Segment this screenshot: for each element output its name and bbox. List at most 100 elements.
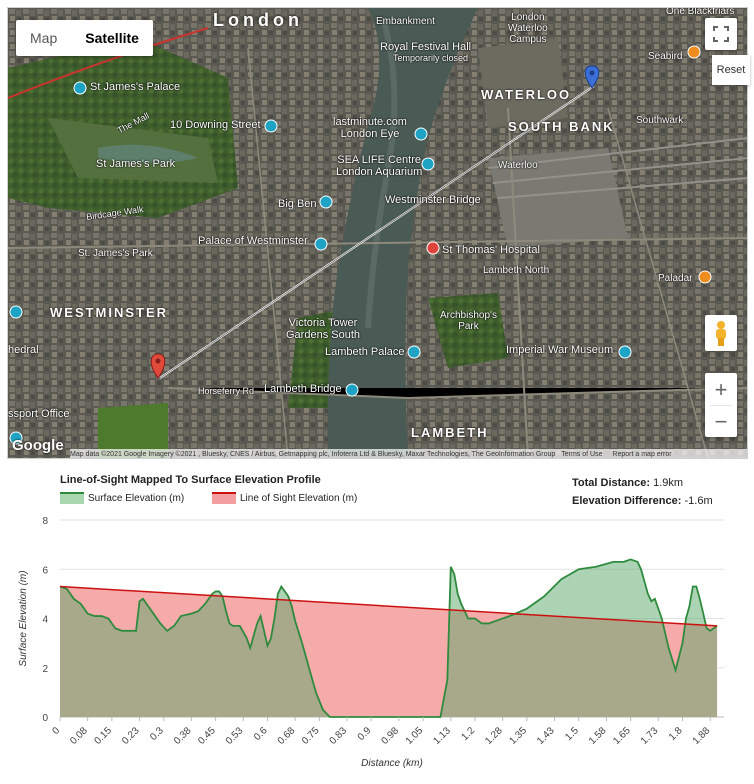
y-axis-title: Surface Elevation (m) [18, 570, 29, 666]
y-tick-label: 8 [42, 516, 48, 527]
label-temp-closed: Temporarily closed [393, 53, 469, 63]
fullscreen-icon [713, 26, 729, 42]
zoom-out-button[interactable]: − [714, 408, 728, 434]
x-tick-label: 1.65 [611, 725, 633, 747]
label-seabird: Seabird [648, 51, 683, 62]
x-tick-label: 0.68 [276, 725, 298, 747]
label-lambeth-area: LAMBETH [411, 425, 489, 440]
label-sea-life: SEA LIFE Centre London Aquarium [336, 154, 423, 178]
poi-museum-icon [9, 305, 23, 319]
legend-item-surface[interactable]: Surface Elevation (m) [60, 492, 184, 504]
label-waterloo-campus: London Waterloo Campus [508, 12, 548, 45]
satellite-imagery[interactable] [8, 8, 747, 458]
y-tick-label: 4 [42, 615, 48, 626]
label-london: London [213, 10, 303, 30]
label-downing-street: 10 Downing Street [170, 119, 261, 131]
label-horseferry-rd: Horseferry Rd [198, 386, 255, 396]
label-passport-office: ssport Office [8, 408, 70, 420]
terms-of-use-link[interactable]: Terms of Use [561, 451, 603, 458]
x-tick-label: 0.15 [92, 725, 114, 747]
label-waterloo-area: WATERLOO [481, 87, 572, 102]
legend-item-line-of-sight[interactable]: Line of Sight Elevation (m) [212, 492, 357, 504]
x-tick-label: 1.8 [667, 725, 685, 743]
label-st-james-palace: St James's Palace [90, 81, 181, 93]
report-map-error-link[interactable]: Report a map error [612, 451, 672, 458]
label-palace-westminster: Palace of Westminster [198, 235, 308, 247]
label-st-thomas: St Thomas' Hospital [442, 244, 540, 256]
poi-camera-icon [407, 345, 421, 359]
zoom-control: + − [705, 373, 737, 437]
x-tick-label: 1.5 [563, 725, 581, 743]
legend-label-line-of-sight: Line of Sight Elevation (m) [240, 492, 358, 504]
map-type-map-button[interactable]: Map [30, 30, 58, 46]
label-waterloo-station: Waterloo [498, 160, 538, 171]
label-south-bank: SOUTH BANK [508, 119, 615, 134]
poi-restaurant-icon [698, 270, 712, 284]
x-tick-label: 1.58 [587, 725, 609, 747]
elevation-chart: 0 2 4 6 8 0 0.08 0.15 0.23 0.3 0.38 0.45 0.53 0.6 0.68… [18, 516, 724, 769]
poi-museum-icon [345, 383, 359, 397]
y-tick-label: 6 [42, 565, 48, 576]
label-westminster-bridge: Westminster Bridge [385, 194, 481, 206]
label-london-eye: lastminute.com London Eye [333, 116, 407, 140]
start-marker-icon[interactable] [150, 353, 166, 379]
x-tick-label: 0.6 [252, 725, 270, 743]
label-st-james-park-station: St. James's Park [78, 248, 153, 259]
x-tick-label: 0.45 [196, 725, 218, 747]
fullscreen-button[interactable] [705, 18, 737, 50]
reset-button[interactable]: Reset [712, 55, 750, 85]
label-cathedral: hedral [8, 344, 39, 356]
poi-camera-icon [319, 195, 333, 209]
poi-museum-icon [618, 345, 632, 359]
label-southwark: Southwark [636, 115, 684, 126]
label-big-ben: Big Ben [278, 198, 317, 210]
surface-elevation-area [60, 559, 718, 717]
poi-restaurant-icon [687, 45, 701, 59]
x-tick-label: 0.75 [300, 725, 322, 747]
map-attribution: Map data ©2021 Google Imagery ©2021 , Bl… [70, 449, 747, 458]
x-tick-label: 0.9 [356, 725, 374, 743]
label-lambeth-palace: Lambeth Palace [325, 346, 405, 358]
x-tick-label: 0.83 [328, 725, 350, 747]
x-tick-label: 1.13 [431, 725, 453, 747]
chart-title: Line-of-Sight Mapped To Surface Elevatio… [60, 474, 321, 486]
x-tick-label: 0.08 [68, 725, 90, 747]
label-imperial-war-museum: Imperial War Museum [506, 344, 614, 356]
river-thames [327, 8, 478, 458]
label-st-james-park: St James's Park [96, 158, 176, 170]
zoom-in-button[interactable]: + [714, 376, 728, 402]
legend-swatch-surface [60, 492, 84, 504]
total-distance: Total Distance: 1.9km [572, 477, 684, 489]
x-tick-label: 0.38 [172, 725, 194, 747]
poi-camera-icon [73, 81, 87, 95]
map-view[interactable]: London Embankment London Waterloo Campus… [7, 7, 748, 459]
y-tick-label: 0 [42, 713, 48, 724]
poi-camera-icon [414, 127, 428, 141]
label-lambeth-bridge: Lambeth Bridge [264, 383, 342, 395]
label-victoria-tower: Victoria Tower Gardens South [286, 317, 360, 341]
x-tick-label: 1.05 [404, 725, 426, 747]
label-royal-festival-hall: Royal Festival Hall [380, 41, 472, 53]
map-type-satellite-button[interactable]: Satellite [85, 30, 139, 46]
label-lambeth-north: Lambeth North [483, 265, 550, 276]
pegman-icon [716, 321, 726, 346]
poi-museum-icon [314, 237, 328, 251]
street-view-pegman-button[interactable] [705, 315, 737, 351]
label-paladar: Paladar [658, 273, 693, 284]
x-tick-label: 0.3 [148, 725, 166, 743]
x-tick-label: 0.98 [379, 725, 401, 747]
elevation-difference: Elevation Difference: -1.6m [572, 495, 713, 507]
google-logo: Google [12, 437, 64, 454]
x-tick-label: 1.28 [483, 725, 505, 747]
x-tick-label: 0.23 [120, 725, 142, 747]
end-marker-icon[interactable] [584, 65, 600, 89]
map-type-control: Map Satellite [16, 20, 153, 56]
legend-label-surface: Surface Elevation (m) [88, 492, 185, 504]
label-one-blackfriars: One Blackfriars [666, 7, 735, 17]
label-embankment: Embankment [376, 16, 435, 27]
surface-elevation-line [59, 558, 718, 718]
label-westminster-area: WESTMINSTER [50, 305, 169, 320]
y-tick-label: 2 [42, 664, 48, 675]
x-tick-label: 1.43 [535, 725, 557, 747]
label-archbishops-park: Archbishop's Park [440, 310, 497, 332]
